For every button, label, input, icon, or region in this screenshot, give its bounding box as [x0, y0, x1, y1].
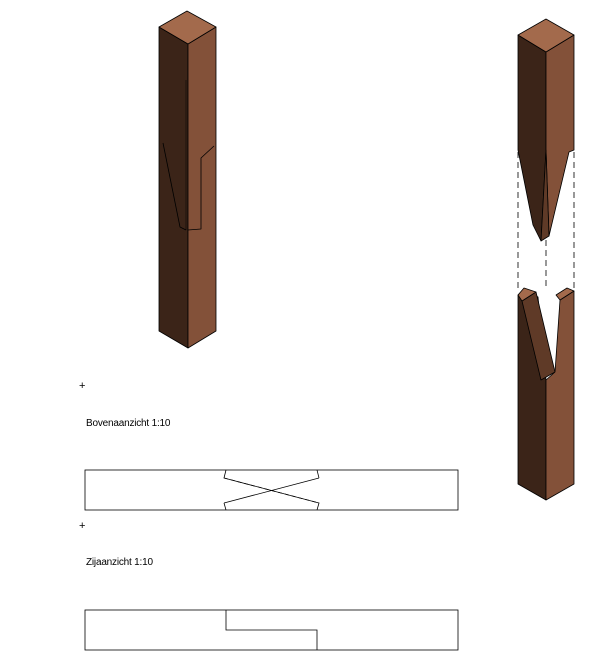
upper-piece-left-face — [517, 34, 547, 242]
side-view-label: Zijaanzicht 1:10 — [86, 557, 153, 568]
assembled-post-left-face — [158, 26, 189, 349]
lower-piece-notch-top — [555, 287, 575, 301]
exploded-post — [517, 18, 575, 501]
lower-piece-tongue-top — [517, 287, 537, 302]
upper-piece-right-face — [545, 34, 575, 237]
side-view-drawing — [84, 609, 459, 651]
lower-piece-right-face — [545, 290, 575, 501]
top-view-joint-solid-right — [316, 469, 320, 479]
top-view-label: Bovenaanzicht 1:10 — [86, 418, 171, 429]
assembled-joint-seam-right — [187, 145, 215, 231]
assembled-post-right-face — [187, 26, 217, 349]
side-view-origin-marker: + — [79, 520, 86, 532]
explode-guides — [517, 152, 575, 292]
top-view-origin-marker: + — [79, 380, 86, 392]
assembled-joint-seam-left — [162, 142, 187, 231]
upper-piece-tenon-face — [540, 149, 550, 242]
top-view-joint-hidden — [223, 477, 320, 504]
top-view-drawing — [84, 469, 459, 511]
top-view-outline — [84, 469, 459, 511]
assembled-post-top-face — [158, 10, 217, 45]
upper-piece-top-face — [517, 18, 575, 53]
top-view-joint-solid-left — [223, 502, 227, 511]
side-view-joint-line — [225, 610, 318, 650]
assembled-post — [158, 10, 217, 349]
